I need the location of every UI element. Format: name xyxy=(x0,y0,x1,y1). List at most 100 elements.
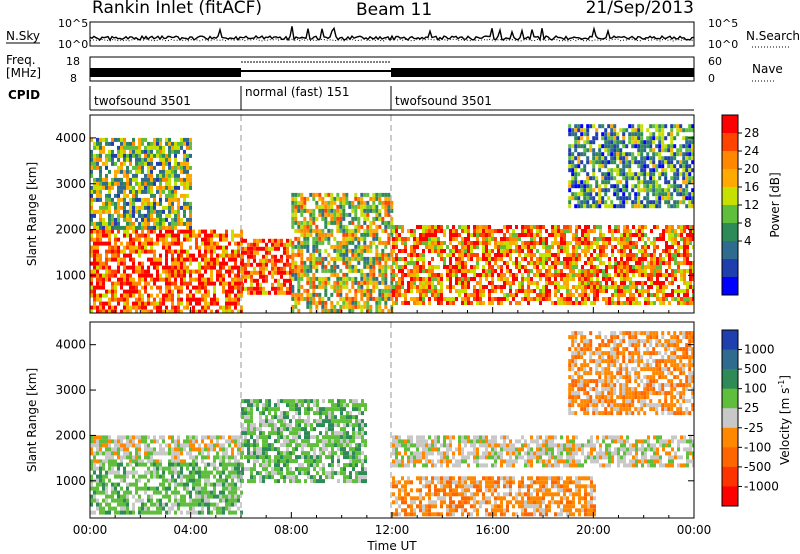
data-cell xyxy=(659,273,662,277)
data-cell xyxy=(277,270,280,275)
data-cell xyxy=(668,237,671,241)
noise-sky-line xyxy=(89,26,695,42)
data-cell xyxy=(656,265,659,269)
data-cell xyxy=(114,451,117,456)
data-cell xyxy=(204,443,207,448)
noise-panel-frame xyxy=(89,21,695,47)
data-cell xyxy=(324,192,328,197)
data-cell xyxy=(333,212,337,217)
data-cell xyxy=(171,455,174,460)
data-cell xyxy=(521,249,524,253)
data-cell xyxy=(536,229,539,233)
data-cell xyxy=(578,281,581,285)
data-cell xyxy=(90,245,93,250)
data-cell xyxy=(446,297,449,301)
data-cell xyxy=(668,225,671,229)
data-cell xyxy=(607,152,611,157)
data-cell xyxy=(626,285,629,289)
data-cell xyxy=(201,451,204,456)
data-cell xyxy=(482,269,485,273)
data-cell xyxy=(422,285,425,289)
data-cell xyxy=(407,285,410,289)
data-cell xyxy=(656,237,659,241)
data-cell xyxy=(354,256,358,261)
data-cell xyxy=(159,285,162,290)
data-cell xyxy=(222,245,225,250)
data-cell xyxy=(470,257,473,261)
data-cell xyxy=(384,208,388,213)
data-cell xyxy=(201,285,204,290)
data-cell xyxy=(306,208,310,213)
data-cell xyxy=(180,257,183,262)
data-cell xyxy=(309,224,313,229)
data-cell xyxy=(192,229,195,234)
data-cell xyxy=(658,204,662,209)
data-cell xyxy=(686,285,689,289)
data-cell xyxy=(375,224,379,229)
data-cell xyxy=(554,277,557,281)
data-cell xyxy=(241,254,244,259)
data-cell xyxy=(99,305,102,310)
data-cell xyxy=(291,212,295,217)
data-cell xyxy=(291,220,295,225)
data-cell xyxy=(592,168,596,173)
data-cell xyxy=(659,301,662,305)
data-cell xyxy=(375,260,379,265)
data-cell xyxy=(653,241,656,245)
data-cell xyxy=(635,233,638,237)
data-cell xyxy=(354,304,358,309)
data-cell xyxy=(126,451,129,456)
data-cell xyxy=(551,229,554,233)
data-cell xyxy=(156,451,159,456)
data-cell xyxy=(171,261,174,266)
data-cell xyxy=(680,245,683,249)
data-cell xyxy=(634,200,638,205)
data-cell xyxy=(126,141,129,146)
data-cell xyxy=(186,173,189,178)
data-cell xyxy=(93,189,96,194)
data-cell xyxy=(108,494,111,499)
data-cell xyxy=(428,281,431,285)
data-cell xyxy=(96,502,99,507)
data-cell xyxy=(428,265,431,269)
data-cell xyxy=(583,180,587,185)
data-cell xyxy=(265,254,268,259)
data-cell xyxy=(99,478,102,483)
data-cell xyxy=(126,177,129,182)
data-cell xyxy=(222,233,225,238)
data-cell xyxy=(207,455,210,460)
data-cell xyxy=(428,269,431,273)
data-cell xyxy=(315,260,319,265)
data-cell xyxy=(395,297,398,301)
data-cell xyxy=(324,232,328,237)
data-cell xyxy=(677,301,680,305)
data-cell xyxy=(536,297,539,301)
data-cell xyxy=(610,152,614,157)
data-cell xyxy=(580,132,584,137)
data-cell xyxy=(620,233,623,237)
data-cell xyxy=(93,455,96,460)
beam-label: Beam 11 xyxy=(356,0,432,20)
data-cell xyxy=(294,228,298,233)
data-cell xyxy=(592,188,596,193)
data-cell xyxy=(171,459,174,464)
data-cell xyxy=(210,277,213,282)
data-cell xyxy=(294,208,298,213)
data-cell xyxy=(132,506,135,511)
data-cell xyxy=(616,168,620,173)
data-cell xyxy=(587,285,590,289)
data-cell xyxy=(685,196,689,201)
data-cell xyxy=(96,209,99,214)
data-cell xyxy=(330,212,334,217)
data-cell xyxy=(378,216,382,221)
data-cell xyxy=(231,309,234,313)
data-cell xyxy=(123,281,126,286)
data-cell xyxy=(637,196,641,201)
data-cell xyxy=(210,301,213,306)
data-cell xyxy=(572,301,575,305)
data-cell xyxy=(428,237,431,241)
data-cell xyxy=(93,462,96,467)
data-cell xyxy=(312,264,316,269)
data-cell xyxy=(366,308,370,313)
data-cell xyxy=(123,265,126,270)
